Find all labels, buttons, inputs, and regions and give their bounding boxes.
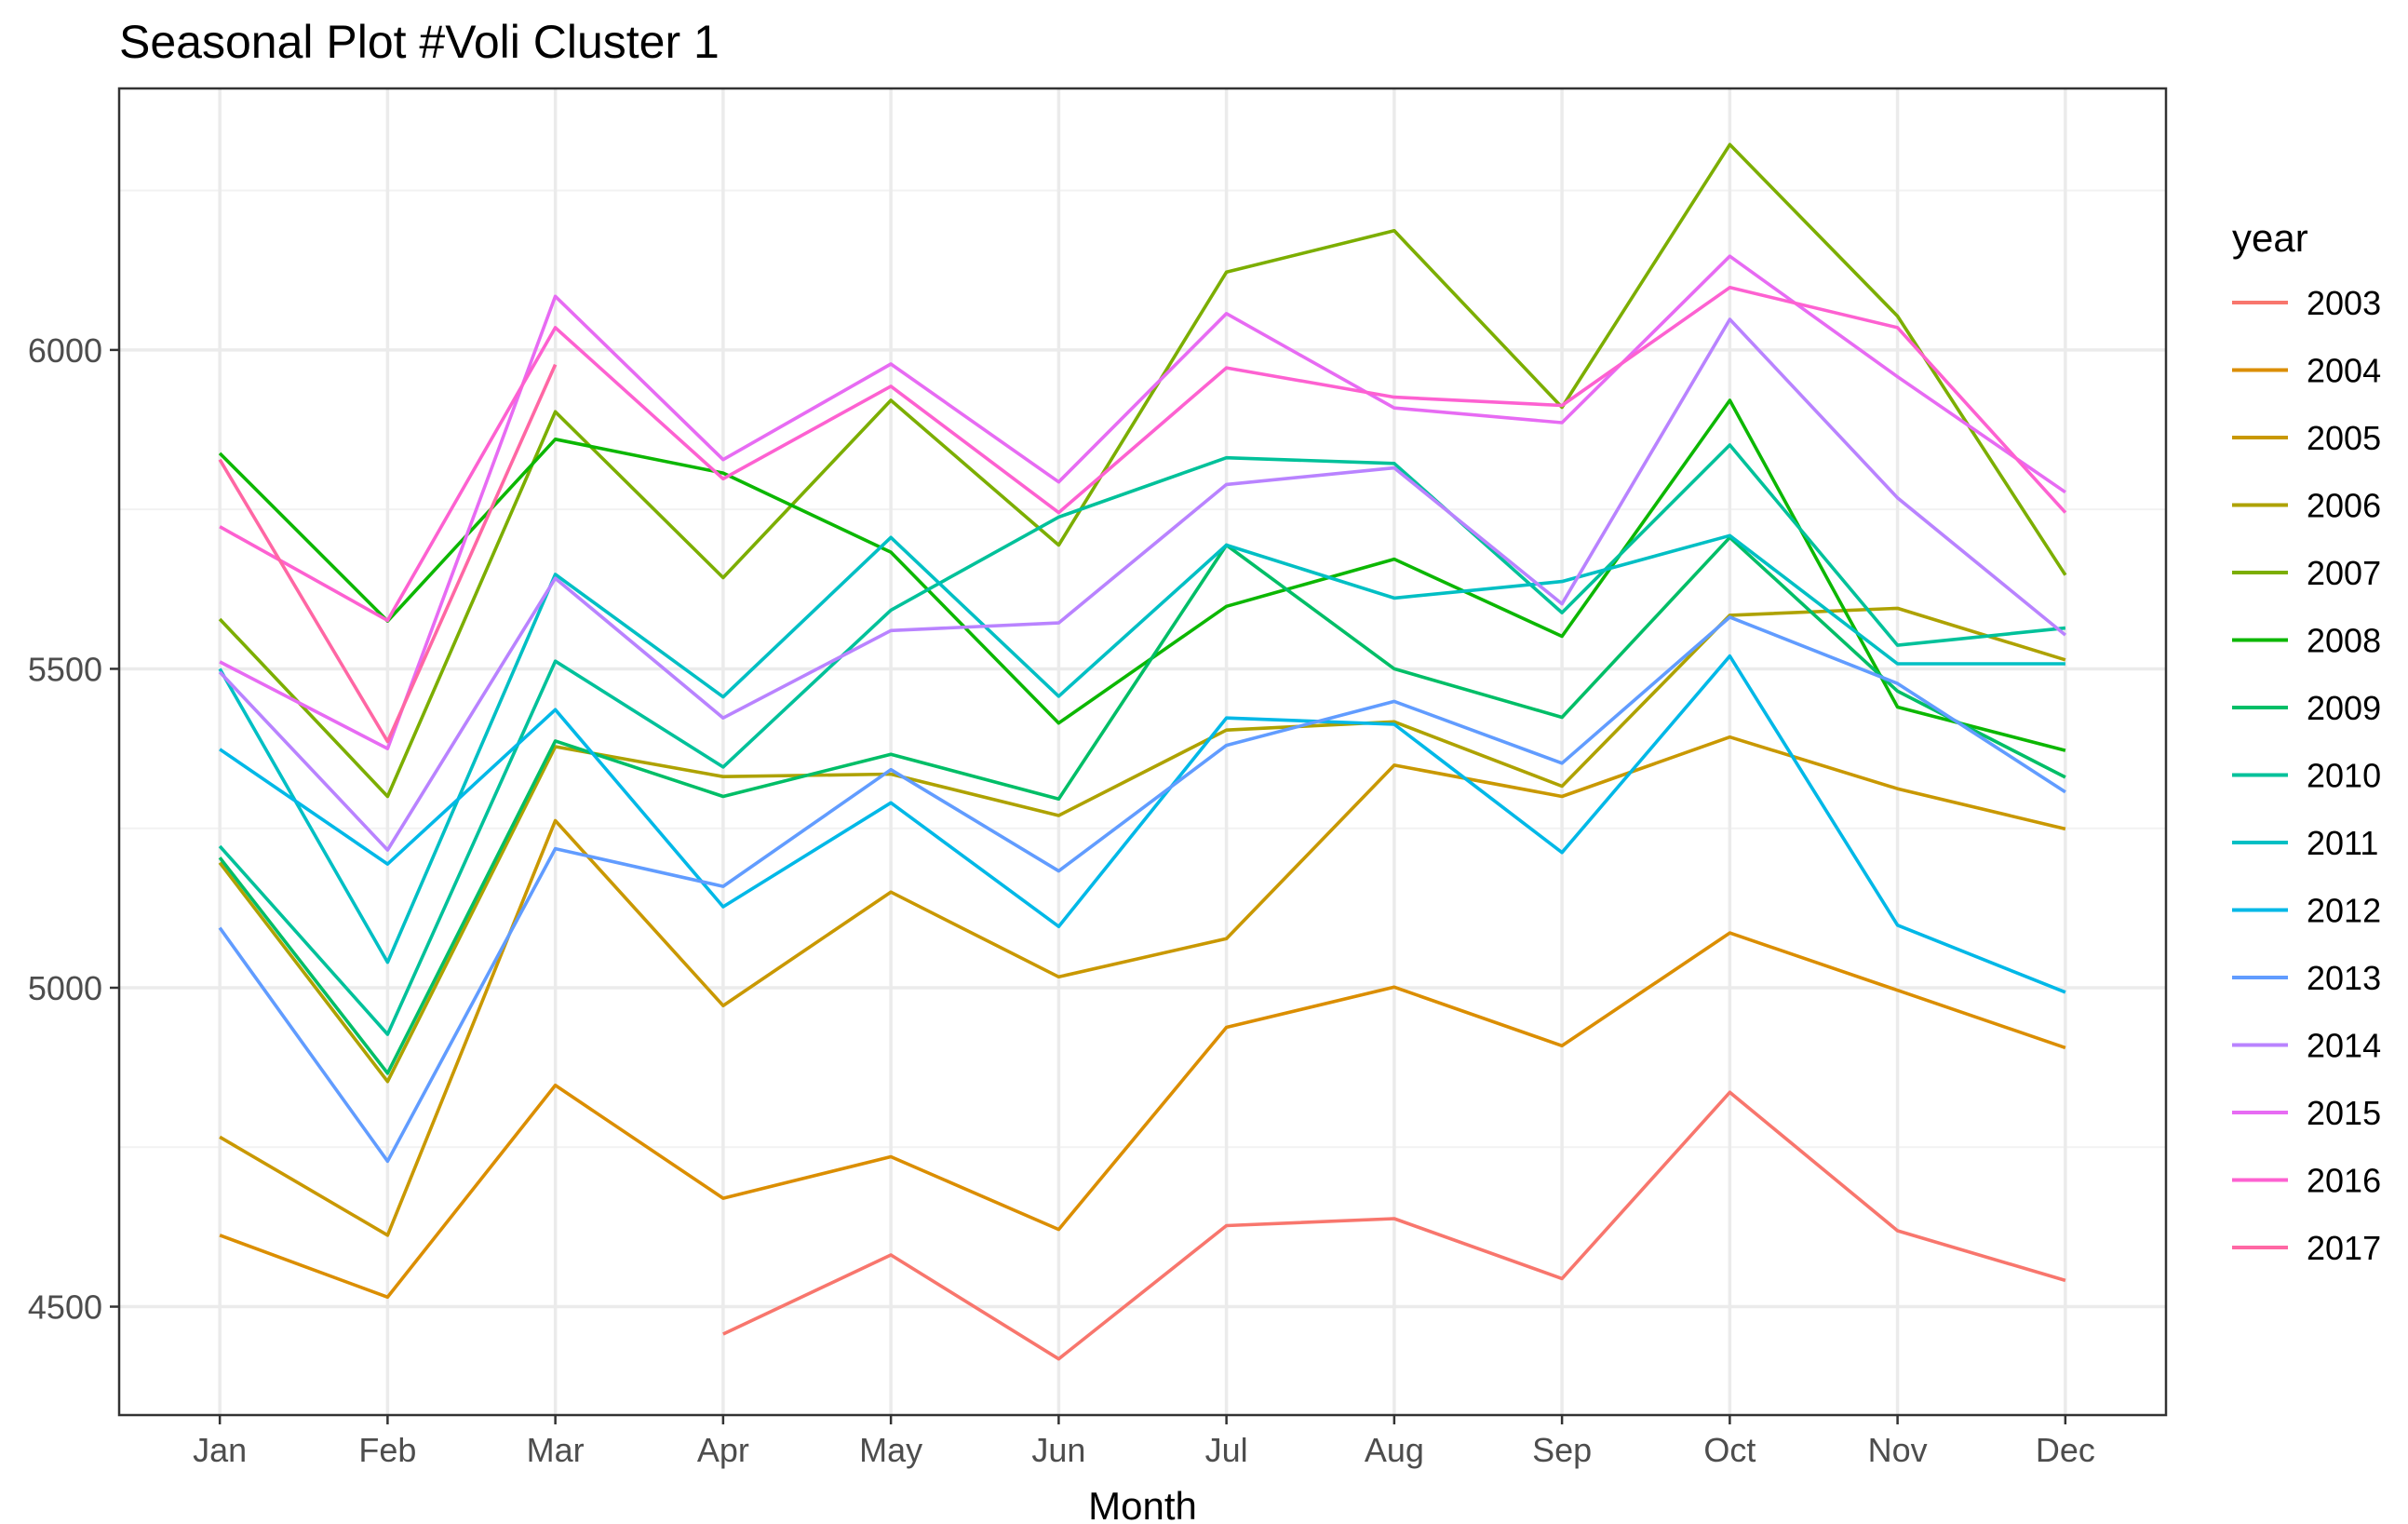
legend-label-2017: 2017 [2307, 1229, 2381, 1267]
x-tick-label: Feb [358, 1431, 416, 1469]
series-line-2004 [219, 931, 2066, 1300]
x-tick-label: Oct [1703, 1431, 1756, 1469]
series-line-2009 [218, 535, 2066, 1075]
legend-label-2013: 2013 [2307, 959, 2381, 997]
series-line-2012 [219, 654, 2066, 994]
series-line-2014 [218, 317, 2067, 852]
x-axis-title: Month [1088, 1484, 1197, 1524]
series-line-2013 [218, 615, 2066, 1164]
legend-label-2016: 2016 [2307, 1162, 2381, 1200]
chart-title: Seasonal Plot #Voli Cluster 1 [119, 16, 720, 68]
series-line-2006 [218, 606, 2066, 1084]
legend-label-2011: 2011 [2307, 824, 2378, 862]
x-tick-label: Jun [1031, 1431, 1085, 1469]
legend-title: year [2232, 216, 2308, 260]
x-tick-label: Jan [193, 1431, 247, 1469]
x-tick-label: Sep [1532, 1431, 1592, 1469]
y-tick-label: 6000 [28, 331, 102, 370]
y-tick-label: 4500 [28, 1288, 102, 1327]
x-tick-label: Mar [527, 1431, 585, 1469]
legend-label-2012: 2012 [2307, 892, 2381, 930]
x-tick-label: Dec [2036, 1431, 2095, 1469]
y-tick-label: 5500 [28, 650, 102, 688]
series-line-2008 [218, 398, 2066, 752]
legend-label-2006: 2006 [2307, 487, 2381, 525]
legend: year 2003 2004 2005 2006 2007 2008 2009 2010 201… [2232, 216, 2381, 1267]
series-line-2015 [219, 254, 2066, 750]
legend-label-2008: 2008 [2307, 622, 2381, 660]
legend-label-2009: 2009 [2307, 689, 2381, 727]
series-line-2005 [219, 735, 2066, 1237]
series-line-2003 [722, 1090, 2066, 1361]
legend-label-2015: 2015 [2307, 1094, 2381, 1132]
minor-gridlines [119, 189, 2166, 1149]
x-tick-label: Aug [1365, 1431, 1424, 1469]
x-tick-label: Jul [1205, 1431, 1248, 1469]
legend-label-2003: 2003 [2307, 284, 2381, 322]
legend-label-2007: 2007 [2307, 554, 2381, 592]
series-lines [218, 142, 2067, 1361]
y-axis: 4500 5000 5500 6000 [28, 331, 119, 1327]
legend-label-2014: 2014 [2307, 1027, 2381, 1065]
y-tick-label: 5000 [28, 969, 102, 1007]
legend-label-2005: 2005 [2307, 419, 2381, 457]
series-line-2017 [218, 363, 558, 744]
series-line-2016 [219, 286, 2067, 623]
legend-label-2010: 2010 [2307, 757, 2381, 795]
x-axis: Jan Feb Mar Apr May Jun Jul Aug Sep Oct Nov Dec [193, 1415, 2095, 1469]
plot-panel-border [117, 87, 2168, 1417]
x-tick-label: May [859, 1431, 922, 1469]
x-tick-label: Apr [697, 1431, 749, 1469]
major-gridlines [119, 88, 2166, 1415]
series-line-2007 [218, 142, 2067, 799]
series-line-2010 [218, 443, 2066, 1036]
x-tick-label: Nov [1868, 1431, 1928, 1469]
legend-label-2004: 2004 [2307, 352, 2381, 390]
series-line-2011 [218, 533, 2065, 964]
